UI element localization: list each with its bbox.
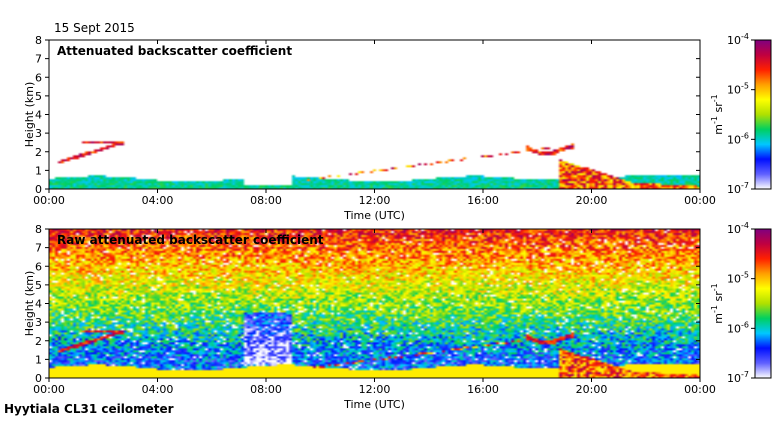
heatmap-image (49, 40, 700, 189)
y-tick-label: 0 (35, 372, 42, 385)
x-tick-label: 20:00 (576, 194, 608, 207)
x-tick-label: 04:00 (142, 383, 174, 396)
y-tick-label: 1 (35, 164, 42, 177)
colorbar-label: m-1 sr-1 (710, 283, 725, 323)
instrument-label: Hyytiala CL31 ceilometer (4, 402, 174, 416)
x-tick-label: 12:00 (359, 383, 391, 396)
colorbar-tick-label: 10-5 (727, 271, 749, 286)
y-tick-label: 3 (35, 127, 42, 140)
x-tick-label: 20:00 (576, 383, 608, 396)
y-tick-label: 3 (35, 316, 42, 329)
panel-2: Raw attenuated backscatter coefficient 0 1… (23, 221, 772, 411)
y-tick-label: 6 (35, 260, 42, 273)
y-tick-label: 2 (35, 335, 42, 348)
x-tick-label: 16:00 (467, 194, 499, 207)
panel-1: Attenuated backscatter coefficient 0 1 2 3 4 5… (23, 32, 772, 222)
x-axis-label: Time (UTC) (343, 398, 405, 411)
y-tick-label: 6 (35, 71, 42, 84)
heatmap-image (49, 229, 700, 378)
x-tick-label: 12:00 (359, 194, 391, 207)
date-label: 15 Sept 2015 (54, 21, 135, 35)
colorbar-tick-label: 10-6 (727, 131, 749, 146)
colorbar-tick-label: 10-6 (727, 320, 749, 335)
y-tick-label: 5 (35, 279, 42, 292)
y-tick-label: 8 (35, 223, 42, 236)
y-tick-label: 5 (35, 90, 42, 103)
colorbar (754, 228, 772, 379)
colorbar-tick-label: 10-4 (727, 32, 749, 47)
y-axis-label: Height (km) (23, 271, 36, 337)
y-tick-label: 7 (35, 53, 42, 66)
y-tick-label: 1 (35, 353, 42, 366)
y-tick-label: 4 (35, 109, 42, 122)
y-tick-label: 8 (35, 34, 42, 47)
panel-title: Attenuated backscatter coefficient (57, 44, 292, 58)
y-tick-label: 0 (35, 183, 42, 196)
x-tick-label: 08:00 (250, 194, 282, 207)
colorbar-tick-label: 10-4 (727, 221, 749, 236)
panel-title: Raw attenuated backscatter coefficient (57, 233, 324, 247)
colorbar-tick-label: 10-7 (727, 181, 749, 196)
x-tick-label: 00:00 (33, 383, 65, 396)
x-tick-label: 00:00 (33, 194, 65, 207)
colorbar-label: m-1 sr-1 (710, 94, 725, 134)
y-tick-label: 4 (35, 298, 42, 311)
x-tick-label: 16:00 (467, 383, 499, 396)
y-axis-label: Height (km) (23, 82, 36, 148)
colorbar-tick-label: 10-7 (727, 370, 749, 385)
x-tick-label: 08:00 (250, 383, 282, 396)
x-axis-label: Time (UTC) (343, 209, 405, 222)
x-tick-label: 00:00 (684, 194, 716, 207)
colorbar (754, 39, 772, 190)
colorbar-tick-label: 10-5 (727, 82, 749, 97)
y-tick-label: 7 (35, 242, 42, 255)
y-tick-label: 2 (35, 146, 42, 159)
x-tick-label: 00:00 (684, 383, 716, 396)
x-tick-label: 04:00 (142, 194, 174, 207)
